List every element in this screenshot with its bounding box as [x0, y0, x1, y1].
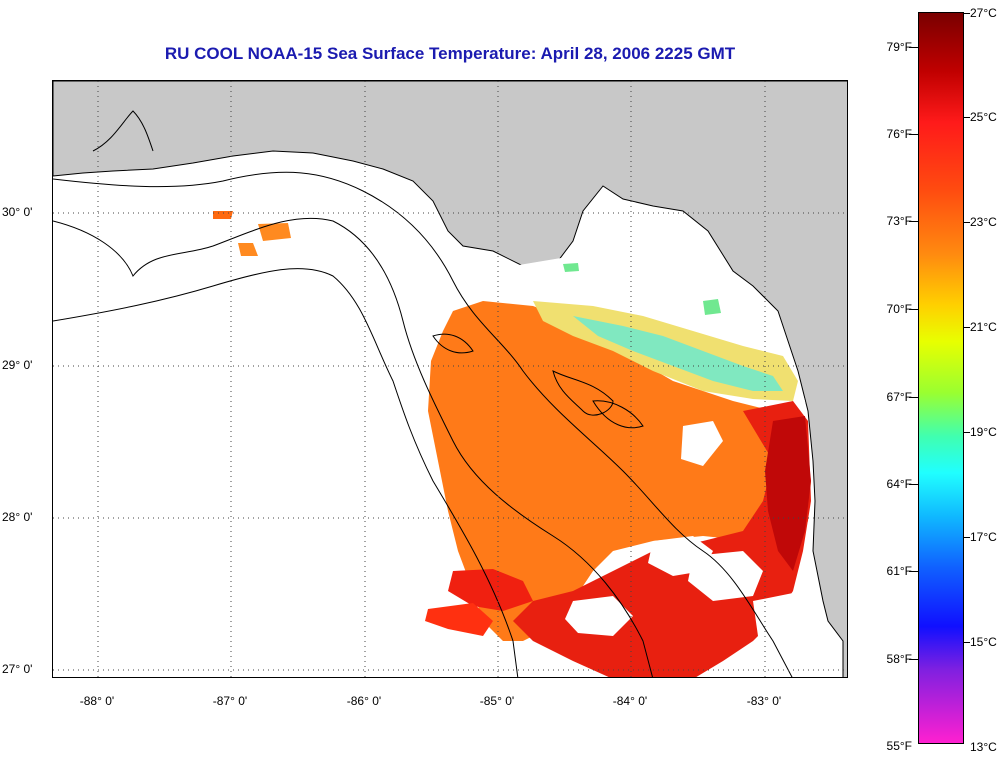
sst-warm-region: [428, 301, 811, 641]
temperature-colorbar: [918, 12, 964, 744]
colorbar-c-label: 19°C: [970, 425, 997, 439]
colorbar-c-label: 25°C: [970, 110, 997, 124]
colorbar-f-label: 70°F: [886, 302, 912, 316]
colorbar-f-label: 76°F: [886, 127, 912, 141]
colorbar-c-label: 13°C: [970, 740, 997, 754]
colorbar-c-label: 17°C: [970, 530, 997, 544]
longitude-label: -88° 0': [79, 694, 115, 708]
latitude-label: 27° 0': [2, 662, 33, 676]
land-coastline: [53, 81, 847, 677]
colorbar-c-label: 27°C: [970, 6, 997, 20]
longitude-label: -86° 0': [346, 694, 382, 708]
colorbar-f-label: 64°F: [886, 477, 912, 491]
isobath-contours: [53, 110, 793, 677]
colorbar-f-label: 73°F: [886, 214, 912, 228]
longitude-label: -83° 0': [746, 694, 782, 708]
latitude-label: 30° 0': [2, 205, 33, 219]
sst-map[interactable]: [52, 80, 848, 678]
colorbar-f-label: 58°F: [886, 652, 912, 666]
latitude-label: 29° 0': [2, 358, 33, 372]
colorbar-f-label: 67°F: [886, 390, 912, 404]
colorbar-c-label: 21°C: [970, 320, 997, 334]
colorbar-f-label: 79°F: [886, 40, 912, 54]
colorbar-f-label: 55°F: [886, 739, 912, 753]
map-canvas: [53, 81, 847, 677]
colorbar-f-label: 61°F: [886, 564, 912, 578]
longitude-label: -84° 0': [612, 694, 648, 708]
longitude-label: -87° 0': [212, 694, 248, 708]
latitude-label: 28° 0': [2, 510, 33, 524]
map-title: RU COOL NOAA-15 Sea Surface Temperature:…: [164, 44, 736, 63]
colorbar-c-label: 15°C: [970, 635, 997, 649]
longitude-label: -85° 0': [479, 694, 515, 708]
colorbar-c-label: 23°C: [970, 215, 997, 229]
